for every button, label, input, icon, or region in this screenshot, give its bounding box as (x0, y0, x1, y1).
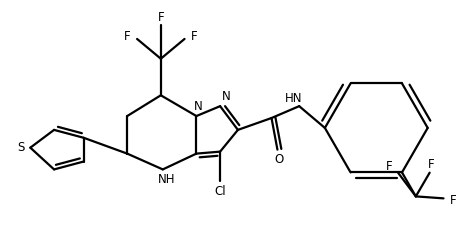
Text: F: F (449, 194, 456, 207)
Text: N: N (221, 90, 230, 103)
Text: HN: HN (284, 92, 302, 105)
Text: N: N (194, 100, 202, 113)
Text: F: F (427, 158, 434, 171)
Text: F: F (190, 30, 197, 43)
Text: F: F (123, 30, 130, 43)
Text: Cl: Cl (214, 185, 225, 198)
Text: F: F (157, 11, 164, 24)
Text: O: O (274, 153, 283, 166)
Text: NH: NH (157, 173, 175, 186)
Text: F: F (385, 160, 392, 173)
Text: S: S (17, 141, 24, 154)
